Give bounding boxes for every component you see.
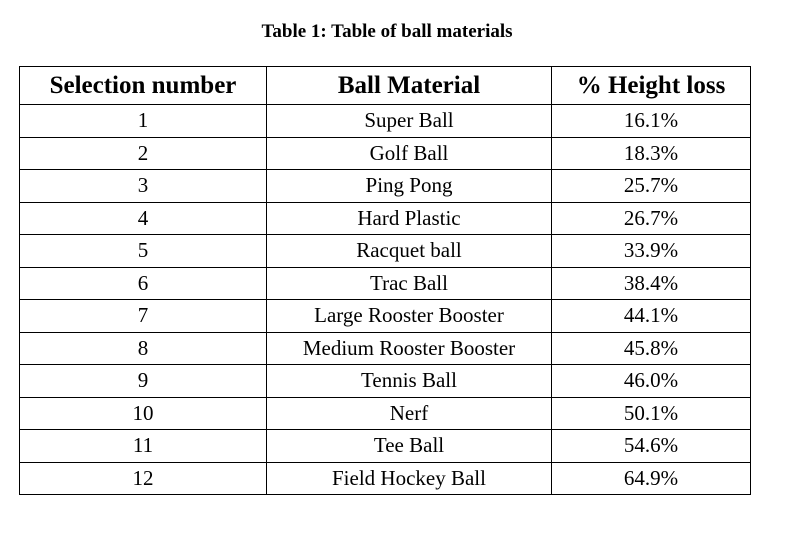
table-row: 6 Trac Ball 38.4% [19, 266, 751, 300]
selection-number-cell: 4 [19, 201, 267, 235]
table-row: 9 Tennis Ball 46.0% [19, 364, 751, 398]
table-row: 11 Tee Ball 54.6% [19, 429, 751, 463]
selection-number-cell: 5 [19, 234, 267, 268]
table-header-row: Selection number Ball Material % Height … [19, 66, 751, 105]
ball-material-cell: Medium Rooster Booster [266, 331, 552, 365]
table-caption: Table 1: Table of ball materials [261, 21, 513, 42]
height-loss-cell: 26.7% [551, 201, 751, 235]
selection-number-cell: 6 [19, 266, 267, 300]
height-loss-cell: 45.8% [551, 331, 751, 365]
table-row: 3 Ping Pong 25.7% [19, 169, 751, 203]
ball-material-cell: Racquet ball [266, 234, 552, 268]
selection-number-cell: 9 [19, 364, 267, 398]
ball-material-cell: Ping Pong [266, 169, 552, 203]
table-row: 5 Racquet ball 33.9% [19, 234, 751, 268]
selection-number-cell: 11 [19, 429, 267, 463]
selection-number-cell: 10 [19, 396, 267, 430]
height-loss-cell: 50.1% [551, 396, 751, 430]
ball-material-cell: Golf Ball [266, 136, 552, 170]
height-loss-cell: 18.3% [551, 136, 751, 170]
selection-number-cell: 1 [19, 104, 267, 138]
table-row: 8 Medium Rooster Booster 45.8% [19, 331, 751, 365]
height-loss-cell: 44.1% [551, 299, 751, 333]
height-loss-cell: 64.9% [551, 461, 751, 495]
column-header-height-loss: % Height loss [551, 66, 751, 105]
column-header-selection-number: Selection number [19, 66, 267, 105]
selection-number-cell: 7 [19, 299, 267, 333]
height-loss-cell: 46.0% [551, 364, 751, 398]
ball-material-cell: Field Hockey Ball [266, 461, 552, 495]
ball-material-cell: Large Rooster Booster [266, 299, 552, 333]
ball-material-cell: Trac Ball [266, 266, 552, 300]
height-loss-cell: 16.1% [551, 104, 751, 138]
selection-number-cell: 8 [19, 331, 267, 365]
table-row: 7 Large Rooster Booster 44.1% [19, 299, 751, 333]
selection-number-cell: 3 [19, 169, 267, 203]
selection-number-cell: 12 [19, 461, 267, 495]
table-row: 1 Super Ball 16.1% [19, 104, 751, 138]
ball-material-cell: Hard Plastic [266, 201, 552, 235]
ball-material-cell: Nerf [266, 396, 552, 430]
ball-material-cell: Tee Ball [266, 429, 552, 463]
table-row: 10 Nerf 50.1% [19, 396, 751, 430]
height-loss-cell: 33.9% [551, 234, 751, 268]
height-loss-cell: 25.7% [551, 169, 751, 203]
height-loss-cell: 54.6% [551, 429, 751, 463]
table-row: 4 Hard Plastic 26.7% [19, 201, 751, 235]
table-row: 2 Golf Ball 18.3% [19, 136, 751, 170]
column-header-ball-material: Ball Material [266, 66, 552, 105]
ball-materials-table: Selection number Ball Material % Height … [19, 66, 751, 495]
ball-material-cell: Super Ball [266, 104, 552, 138]
height-loss-cell: 38.4% [551, 266, 751, 300]
selection-number-cell: 2 [19, 136, 267, 170]
ball-material-cell: Tennis Ball [266, 364, 552, 398]
table-row: 12 Field Hockey Ball 64.9% [19, 461, 751, 495]
